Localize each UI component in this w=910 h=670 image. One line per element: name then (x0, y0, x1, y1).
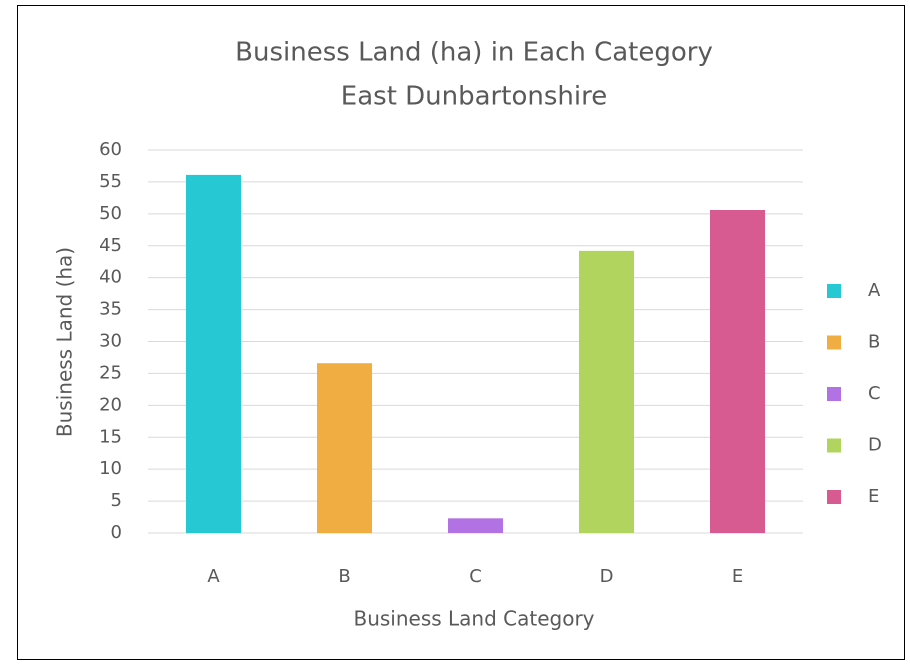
y-tick-label: 40 (99, 267, 122, 288)
legend-label: A (868, 280, 881, 301)
y-tick-label: 60 (99, 139, 122, 160)
y-axis-label: Business Land (ha) (53, 247, 77, 437)
bar (185, 174, 242, 533)
legend-swatch (827, 490, 841, 504)
x-tick-label: B (338, 566, 350, 587)
y-tick-label: 0 (111, 522, 122, 543)
y-tick-label: 10 (99, 458, 122, 479)
y-tick-label: 45 (99, 235, 122, 256)
x-tick-label: A (207, 566, 220, 587)
x-axis-label: Business Land Category (353, 607, 594, 631)
y-tick-label: 35 (99, 299, 122, 320)
chart-subtitle: East Dunbartonshire (341, 82, 607, 112)
y-tick-label: 25 (99, 362, 122, 383)
legend-label: C (868, 383, 881, 404)
x-tick-label: E (732, 566, 743, 587)
bar (447, 518, 504, 533)
legend-swatch (827, 335, 841, 350)
legend-label: B (868, 332, 880, 353)
y-tick-label: 50 (99, 203, 122, 224)
legend-label: E (868, 486, 879, 507)
y-tick-label: 30 (99, 331, 122, 352)
x-tick-label: D (600, 566, 614, 587)
bar (316, 363, 373, 533)
y-tick-label: 15 (99, 426, 122, 447)
legend-swatch (827, 438, 841, 453)
y-tick-label: 55 (99, 171, 122, 192)
bar (709, 210, 766, 533)
y-tick-label: 20 (99, 394, 122, 415)
chart-title: Business Land (ha) in Each Category (235, 38, 713, 68)
legend-swatch (827, 387, 841, 401)
legend-label: D (868, 435, 882, 456)
x-tick-label: C (469, 566, 482, 587)
bar (578, 250, 635, 533)
legend-swatch (827, 284, 841, 298)
y-tick-label: 5 (111, 490, 122, 511)
